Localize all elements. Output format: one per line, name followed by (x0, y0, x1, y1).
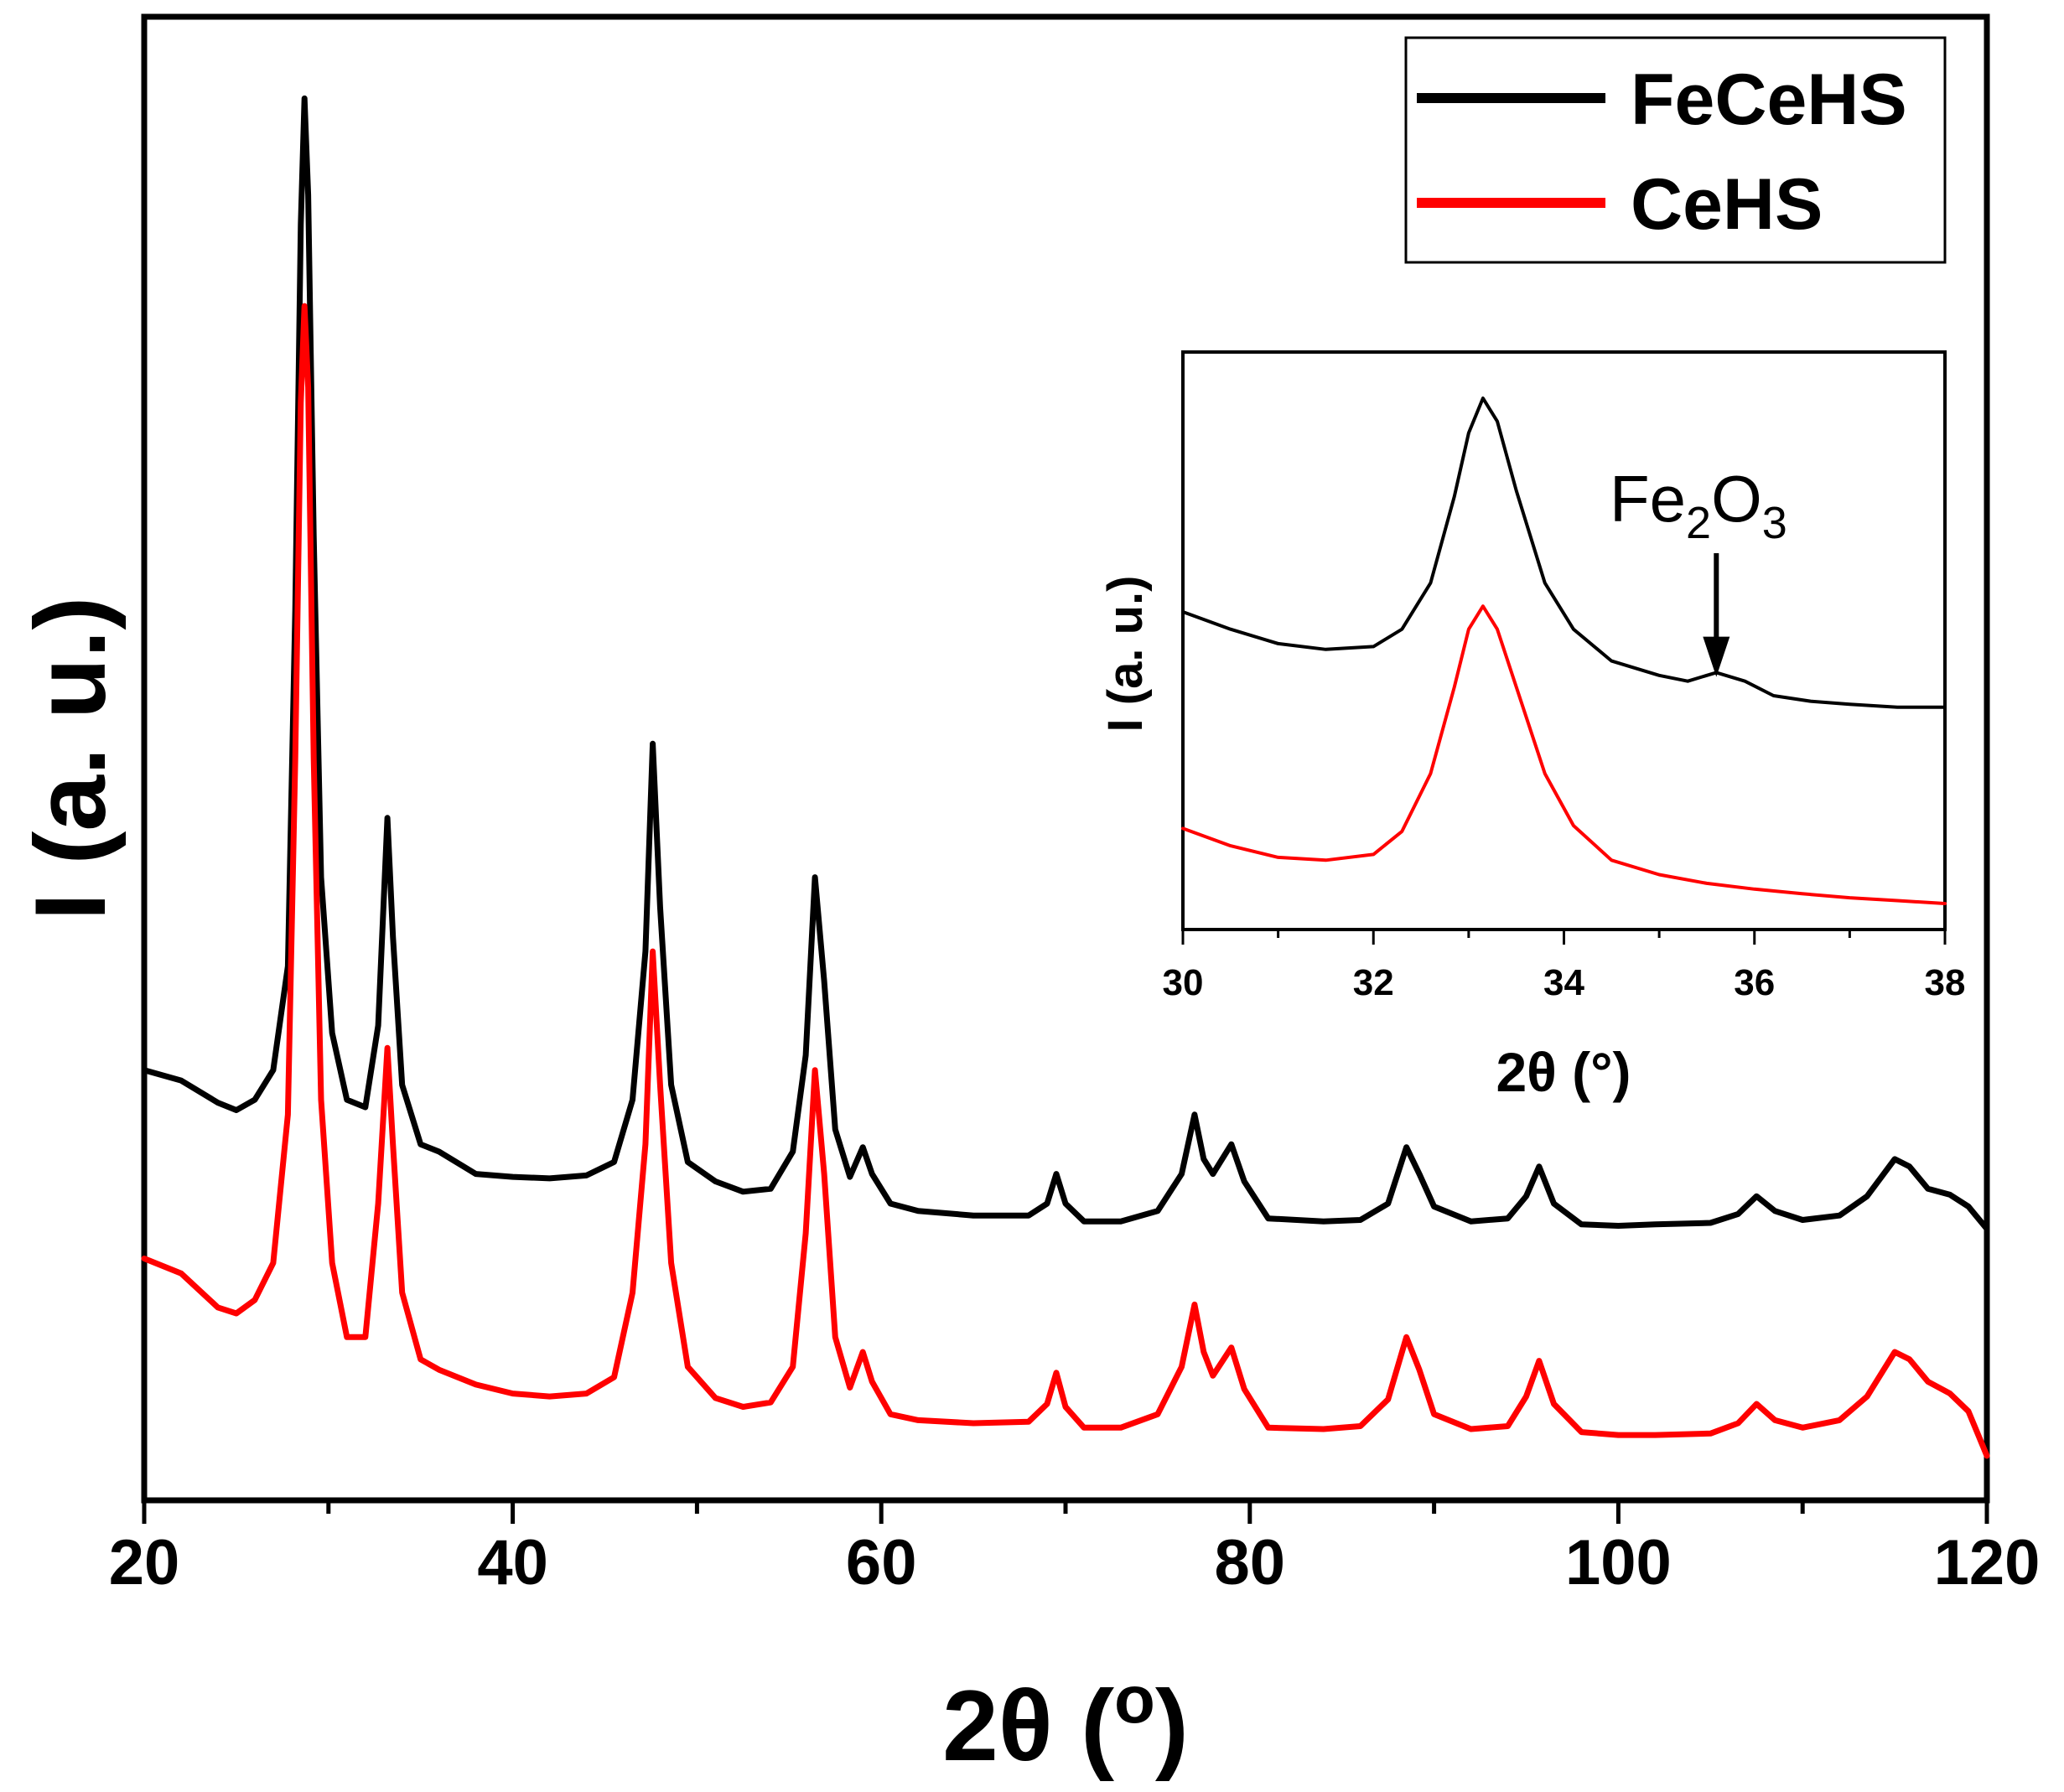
inset-x-tick-label: 32 (1353, 962, 1394, 1003)
main-x-tick-label: 40 (477, 1527, 548, 1598)
fe2o3-label-fe: Fe (1610, 462, 1686, 536)
inset-plot-frame (1181, 350, 1947, 931)
inset-plot: 30 32 34 36 38 2θ (°) I (a. u.) Fe2O3 (1098, 350, 1966, 1103)
main-x-axis-title: 2θ (o) (942, 1662, 1189, 1782)
inset-x-axis-title: 2θ (°) (1496, 1041, 1631, 1103)
legend-label-fecehs: FeCeHS (1631, 60, 1907, 140)
main-x-axis-title-degree: o (1114, 1662, 1155, 1737)
legend-label-cehs: CeHS (1631, 164, 1823, 245)
fe2o3-label-sub-3: 3 (1762, 498, 1787, 548)
fe2o3-label: Fe2O3 (1610, 462, 1787, 548)
inset-x-ticks (1181, 930, 1947, 945)
inset-y-axis-title: I (a. u.) (1098, 576, 1153, 733)
inset-x-tick-label: 38 (1925, 962, 1966, 1003)
main-x-tick-labels: 20 40 60 80 100 120 (109, 1527, 2041, 1598)
inset-x-tick-labels: 30 32 34 36 38 (1163, 962, 1966, 1003)
main-y-axis-title: I (a. u.) (14, 597, 127, 921)
main-x-tick-label: 120 (1934, 1527, 2041, 1598)
main-x-tick-label: 100 (1565, 1527, 1672, 1598)
fe2o3-label-o: O (1711, 462, 1762, 536)
inset-series-fecehs (1181, 396, 1947, 709)
main-x-tick-label: 60 (846, 1527, 917, 1598)
inset-x-tick-label: 34 (1543, 962, 1584, 1003)
main-series-group (141, 95, 1990, 1459)
inset-x-tick-label: 36 (1734, 962, 1775, 1003)
main-series-cehs (141, 303, 1990, 1459)
inset-series-group (1181, 396, 1947, 905)
legend-box (1404, 36, 1947, 264)
legend: FeCeHS CeHS (1404, 36, 1947, 264)
fe2o3-label-sub-2: 2 (1686, 498, 1711, 548)
inset-x-tick-label: 30 (1163, 962, 1204, 1003)
main-x-ticks (142, 1500, 1989, 1524)
main-x-tick-label: 80 (1215, 1527, 1286, 1598)
main-series-fecehs (141, 95, 1990, 1232)
fe2o3-arrow-head (1703, 636, 1730, 677)
main-x-axis-title-suffix: ) (1155, 1670, 1189, 1782)
fe2o3-annotation: Fe2O3 (1610, 462, 1787, 677)
main-plot: 20 40 60 80 100 120 2θ (o) I (a. u.) FeCeHS C… (14, 13, 2041, 1782)
main-x-tick-label: 20 (109, 1527, 180, 1598)
inset-series-cehs (1181, 604, 1947, 905)
main-x-axis-title-prefix: 2θ ( (942, 1670, 1114, 1782)
